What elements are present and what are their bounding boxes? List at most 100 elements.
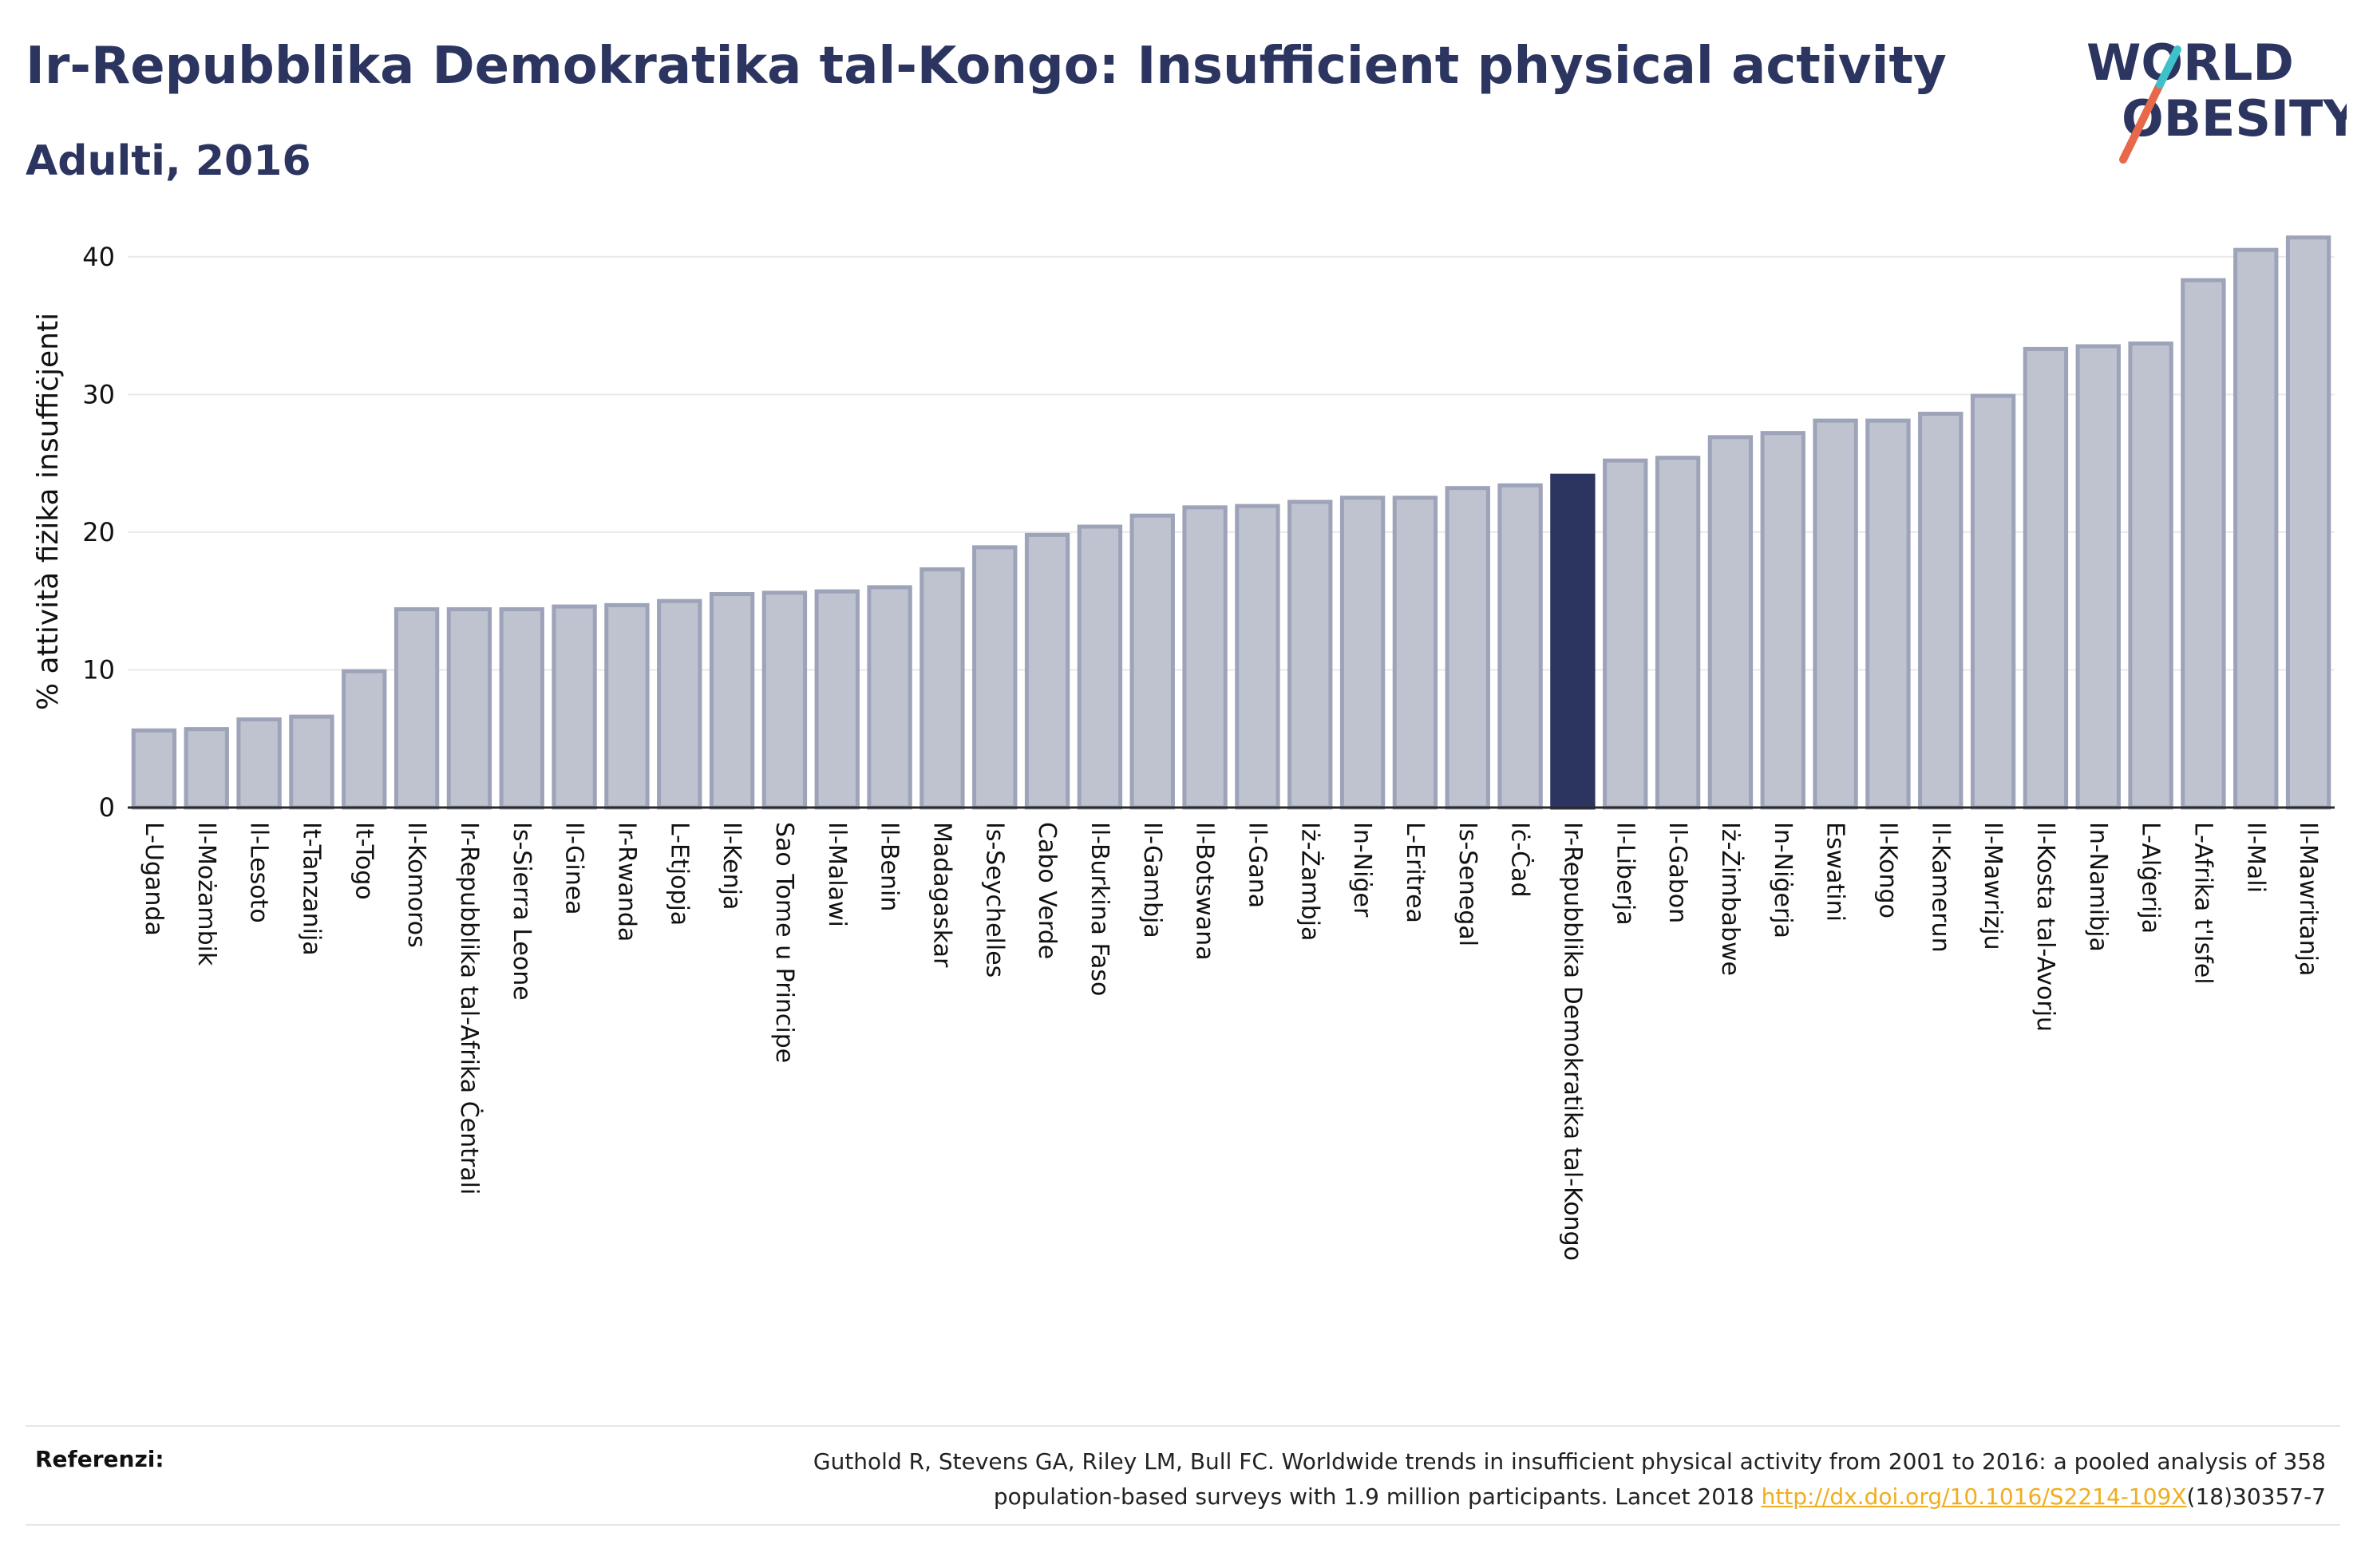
bar[interactable] — [1287, 500, 1333, 810]
x-axis-labels: L-Uganda Il-Możambik Il-Lesoto It-Tanzanija… — [140, 822, 2322, 1261]
x-tick-label: Il-Kosta tal-Avorju — [2031, 822, 2059, 1032]
x-tick-label: In-Niġer — [1348, 822, 1376, 918]
references-top-rule — [26, 1425, 2340, 1427]
bar[interactable] — [2128, 341, 2173, 810]
chart-title: Ir-Repubblika Demokratika tal-Kongo: Ins… — [26, 37, 1947, 96]
bar[interactable] — [2023, 346, 2069, 810]
x-tick-label: Eswatini — [1821, 822, 1849, 922]
reference-line-2: population-based surveys with 1.9 millio… — [370, 1479, 2326, 1515]
x-tick-label: Il-Lesoto — [245, 822, 273, 923]
x-tick-label: Il-Mawritanja — [2294, 822, 2322, 976]
bar[interactable] — [1339, 496, 1386, 810]
logo-word-obesity: OBESITY — [2122, 89, 2347, 148]
x-tick-label: Il-Gana — [1243, 822, 1271, 908]
bar[interactable] — [499, 607, 544, 810]
logo-slash-top-icon — [2156, 45, 2181, 89]
bar[interactable] — [709, 592, 755, 810]
y-tick-label: 0 — [99, 792, 115, 823]
y-tick-label: 20 — [82, 517, 115, 547]
bar[interactable] — [1550, 473, 1596, 810]
bar[interactable] — [2233, 247, 2279, 810]
x-tick-label: It-Tanzanija — [297, 822, 325, 956]
y-tick-label: 40 — [82, 242, 115, 272]
bar[interactable] — [1024, 532, 1070, 810]
x-tick-label: Il-Kongo — [1873, 822, 1901, 918]
bar[interactable] — [604, 602, 650, 810]
reference-line-2-post: (18)30357-7 — [2186, 1483, 2326, 1510]
bar-chart: 0 10 20 30 40 L-Uganda Il-Możambik Il-Lesoto It… — [32, 235, 2335, 1261]
bar[interactable] — [1603, 458, 1648, 810]
x-tick-label: Il-Możambik — [192, 822, 220, 966]
x-tick-label: In-Namibja — [2084, 822, 2112, 952]
bar[interactable] — [552, 604, 597, 810]
x-tick-label: Ir-Repubblika Demokratika tal-Kongo — [1558, 822, 1586, 1261]
bar[interactable] — [1865, 418, 1911, 810]
x-tick-label: In-Niġerja — [1769, 822, 1797, 938]
bar[interactable] — [394, 607, 440, 810]
bar[interactable] — [1182, 505, 1228, 810]
x-tick-label: L-Eritrea — [1401, 822, 1429, 923]
x-tick-label: It-Togo — [350, 822, 378, 900]
x-tick-label: Il-Gambja — [1138, 822, 1166, 938]
x-tick-label: L-Uganda — [140, 822, 168, 936]
bar[interactable] — [867, 585, 912, 810]
bar[interactable] — [1077, 524, 1123, 810]
x-tick-label: Il-Malawi — [823, 822, 851, 927]
y-tick-label: 30 — [82, 379, 115, 409]
y-axis-ticks: 0 10 20 30 40 — [82, 242, 115, 823]
x-tick-label: Il-Burkina Faso — [1086, 822, 1113, 996]
reference-line-1: Guthold R, Stevens GA, Riley LM, Bull FC… — [813, 1448, 2326, 1475]
bar[interactable] — [2285, 235, 2331, 810]
bar[interactable] — [236, 717, 282, 810]
bars — [131, 235, 2331, 810]
bar[interactable] — [1655, 456, 1701, 810]
x-tick-label: L-Alġerija — [2137, 822, 2165, 934]
x-tick-label: Madagaskar — [927, 822, 955, 968]
x-tick-label: Iż-Żimbabwe — [1716, 822, 1745, 976]
bar[interactable] — [1707, 435, 1754, 810]
bar[interactable] — [1235, 504, 1280, 810]
x-tick-label: Il-Mali — [2241, 822, 2269, 893]
x-tick-label: Is-Sierra Leone — [508, 822, 536, 1001]
x-tick-label: Il-Ginea — [560, 822, 588, 915]
doi-link[interactable]: http://dx.doi.org/10.1016/S2214-109X — [1761, 1483, 2187, 1510]
bar[interactable] — [919, 567, 965, 810]
reference-line-2-pre: population-based surveys with 1.9 millio… — [993, 1483, 1762, 1510]
bar[interactable] — [1392, 496, 1438, 810]
bar[interactable] — [1129, 513, 1175, 810]
bar[interactable] — [2075, 344, 2121, 810]
bar[interactable] — [814, 589, 860, 810]
references-text: Guthold R, Stevens GA, Riley LM, Bull FC… — [370, 1444, 2326, 1515]
bar[interactable] — [657, 598, 702, 810]
x-tick-label: Ir-Repubblika tal-Afrika Ċentrali — [455, 822, 484, 1195]
chart-subtitle: Adulti, 2016 — [26, 137, 311, 185]
bar[interactable] — [446, 607, 492, 810]
bar[interactable] — [1918, 411, 1964, 810]
bar[interactable] — [342, 669, 387, 810]
bar[interactable] — [289, 714, 334, 810]
bar[interactable] — [1970, 393, 2016, 810]
bar[interactable] — [1813, 418, 1858, 810]
bar[interactable] — [1497, 483, 1543, 810]
x-tick-label: Is-Seychelles — [980, 822, 1008, 978]
y-axis-label: % attività fiżika insuffiċjenti — [32, 313, 65, 710]
x-tick-label: Il-Gabon — [1663, 822, 1691, 923]
x-tick-label: L-Etjopja — [665, 822, 693, 926]
bar[interactable] — [972, 545, 1018, 810]
x-tick-label: Il-Botswana — [1191, 822, 1219, 961]
x-tick-label: Il-Mawrizju — [1979, 822, 2007, 950]
bar[interactable] — [1760, 431, 1805, 810]
x-tick-label: Cabo Verde — [1033, 822, 1061, 959]
bar[interactable] — [761, 590, 808, 810]
references-bottom-rule — [26, 1524, 2340, 1526]
x-tick-label: Iż-Żambja — [1295, 822, 1324, 941]
logo-slash-icon — [2119, 81, 2164, 164]
x-tick-label: Il-Kamerun — [1926, 822, 1954, 953]
x-tick-label: Ir-Rwanda — [612, 822, 640, 942]
bar[interactable] — [2181, 278, 2226, 810]
bar[interactable] — [131, 728, 177, 810]
bar[interactable] — [1445, 486, 1490, 810]
bar[interactable] — [184, 727, 229, 810]
x-tick-label: Is-Senegal — [1453, 822, 1481, 946]
x-tick-label: Il-Komoros — [402, 822, 430, 948]
